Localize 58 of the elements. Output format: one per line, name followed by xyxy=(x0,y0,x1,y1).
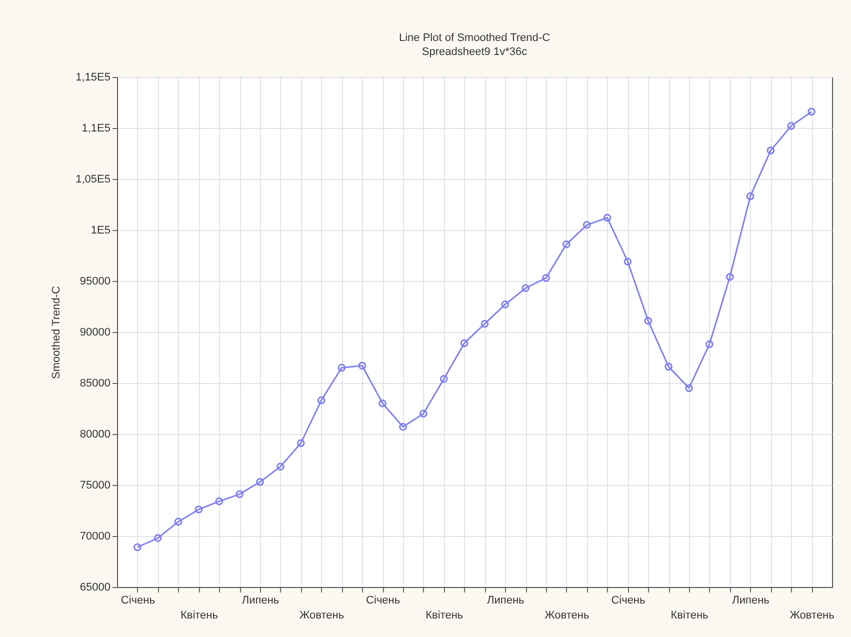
x-tick-label: Січень xyxy=(611,594,646,606)
x-tick-label: Квітень xyxy=(180,610,218,622)
point xyxy=(685,384,693,392)
point xyxy=(215,497,224,506)
point xyxy=(194,506,203,514)
chart-title: Line Plot of Smoothed Trend-C xyxy=(398,32,550,44)
point xyxy=(296,439,305,448)
x-tick-label: Липень xyxy=(487,594,525,606)
point xyxy=(399,422,407,431)
y-tick-label: 95000 xyxy=(80,276,110,288)
point xyxy=(174,518,182,526)
chart-subtitle: Spreadsheet9 1v*36c xyxy=(422,46,528,58)
point xyxy=(787,122,796,130)
point xyxy=(256,478,264,486)
y-tick-label: 1,1E5 xyxy=(82,122,110,134)
point xyxy=(582,220,591,229)
x-tick-label: Липень xyxy=(242,594,280,606)
y-tick-label: 70000 xyxy=(80,530,110,542)
y-axis-title: Smoothed Trend-C xyxy=(50,286,63,379)
y-tick-label: 1,05E5 xyxy=(76,174,110,186)
point xyxy=(746,192,754,200)
point xyxy=(562,240,570,248)
point xyxy=(522,284,530,292)
x-tick-label: Січень xyxy=(120,594,156,606)
x-tick-label: Жовтень xyxy=(299,610,344,622)
point xyxy=(236,490,244,498)
x-tick-label: Жовтень xyxy=(544,610,590,622)
point xyxy=(420,410,428,418)
point xyxy=(276,462,284,471)
point xyxy=(358,362,366,370)
point xyxy=(644,316,652,325)
y-tick-label: 1,15E5 xyxy=(76,72,110,84)
point xyxy=(501,300,510,308)
point xyxy=(603,214,612,222)
y-tick-label: 1E5 xyxy=(90,224,110,236)
point xyxy=(460,339,468,348)
point xyxy=(154,534,162,542)
x-tick-label: Січень xyxy=(366,594,400,606)
point xyxy=(664,362,672,371)
y-tick-label: 75000 xyxy=(80,480,110,492)
x-tick-label: Квітень xyxy=(426,610,464,622)
x-tick-label: Квітень xyxy=(670,610,709,622)
point xyxy=(542,274,550,282)
point xyxy=(766,146,775,154)
point xyxy=(317,396,326,404)
point xyxy=(378,399,386,408)
point xyxy=(624,258,632,266)
x-tick-label: Липень xyxy=(732,594,770,606)
y-tick-label: 80000 xyxy=(80,428,110,440)
point xyxy=(440,375,448,383)
point xyxy=(480,320,489,328)
point xyxy=(706,340,714,348)
x-tick-label: Жовтень xyxy=(790,610,835,622)
point xyxy=(726,273,734,281)
y-tick-label: 85000 xyxy=(80,378,110,390)
y-tick-label: 65000 xyxy=(80,582,110,594)
y-tick-label: 90000 xyxy=(80,326,110,338)
point xyxy=(338,364,346,372)
